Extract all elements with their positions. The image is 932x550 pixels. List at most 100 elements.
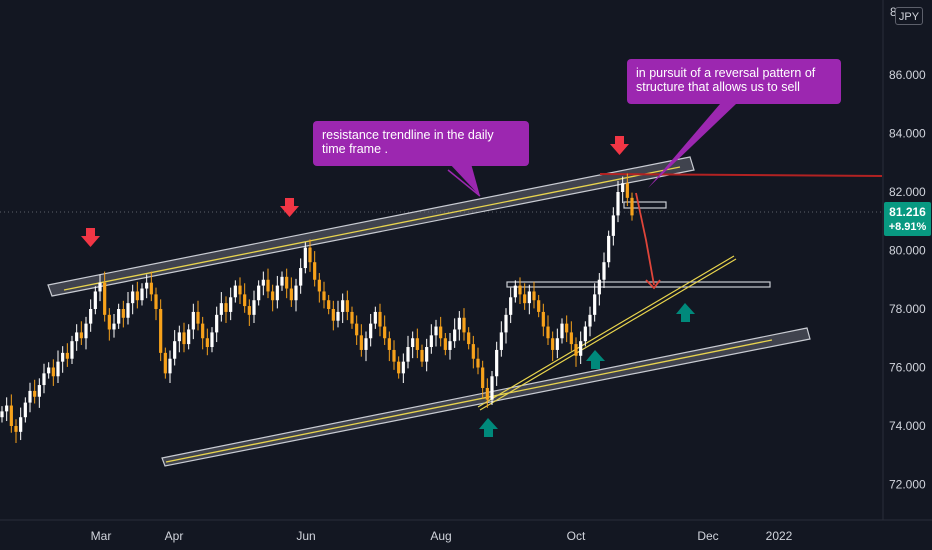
- candle-body: [588, 314, 592, 327]
- support-zone-box[interactable]: [506, 281, 771, 288]
- candle-body: [84, 323, 88, 339]
- candle-body: [126, 303, 130, 318]
- candle-body: [70, 341, 74, 359]
- candle-body: [56, 361, 60, 377]
- price-tick-label: 84.000: [889, 127, 926, 141]
- sell-arrow[interactable]: [81, 228, 100, 247]
- candle-body: [37, 385, 41, 397]
- candle-body: [140, 288, 144, 301]
- candle-body: [583, 326, 587, 342]
- candle-body: [457, 317, 461, 330]
- annotation-resistance[interactable]: resistance trendline in the daily time f…: [313, 121, 529, 166]
- candle-body: [341, 300, 345, 312]
- candle-body: [0, 411, 4, 418]
- candle-body: [579, 341, 583, 356]
- buy-arrow[interactable]: [479, 418, 498, 437]
- resistance-level-line[interactable]: [599, 173, 883, 177]
- candle-body: [238, 285, 242, 295]
- candle-body: [411, 338, 415, 348]
- candle-body: [443, 338, 447, 350]
- price-axis[interactable]: 86.000 84.000 82.000 80.000 78.000 76.000 74.0…: [889, 68, 926, 492]
- candle-body: [257, 285, 261, 301]
- candle-body: [448, 341, 452, 350]
- candle-body: [135, 291, 139, 301]
- candle-body: [14, 426, 18, 432]
- candle-body: [266, 279, 270, 292]
- upper-channel-band[interactable]: [47, 156, 695, 297]
- candle-body: [401, 361, 405, 374]
- candle-body: [285, 276, 289, 289]
- candle-body: [42, 373, 46, 386]
- candle-body: [75, 332, 79, 342]
- projection-path[interactable]: [635, 192, 655, 286]
- candle-body: [490, 376, 494, 400]
- candle-body: [224, 303, 228, 312]
- candle-body: [607, 235, 611, 263]
- candle-body: [537, 300, 541, 312]
- candle-body: [434, 326, 438, 336]
- price-tick-label: 78.000: [889, 302, 926, 316]
- candle-body: [569, 332, 573, 345]
- annotation-tail-2: [648, 104, 736, 188]
- candle-body: [317, 279, 321, 292]
- candle-body: [187, 329, 191, 345]
- candle-body: [168, 358, 172, 374]
- candle-body: [303, 247, 307, 269]
- small-zone-box[interactable]: [623, 201, 667, 209]
- candle-body: [345, 300, 349, 312]
- candle-body: [182, 332, 186, 345]
- candle-body: [560, 323, 564, 339]
- candle-body: [322, 291, 326, 301]
- candle-body: [387, 338, 391, 350]
- price-tick-label: 76.000: [889, 361, 926, 375]
- candle-body: [294, 285, 298, 301]
- sell-arrow[interactable]: [280, 198, 299, 217]
- candle-body: [462, 317, 466, 333]
- candle-body: [47, 367, 51, 374]
- currency-label[interactable]: JPY: [895, 7, 923, 25]
- candle-body: [261, 279, 265, 286]
- buy-arrow[interactable]: [586, 350, 605, 369]
- candle-body: [481, 367, 485, 388]
- annotation-tail-1: [448, 160, 480, 196]
- candle-body: [163, 352, 167, 374]
- candle-body: [392, 349, 396, 362]
- rising-trendline[interactable]: [477, 255, 737, 411]
- candle-body: [89, 309, 93, 324]
- candle-body: [523, 294, 527, 304]
- candle-body: [327, 300, 331, 309]
- candle-body: [308, 247, 312, 263]
- candle-body: [210, 332, 214, 348]
- annotation-reversal[interactable]: in pursuit of a reversal pattern of stru…: [627, 59, 841, 104]
- candle-body: [467, 332, 471, 345]
- sell-arrow[interactable]: [610, 136, 629, 155]
- time-tick-label: Mar: [91, 529, 112, 543]
- price-axis-top-partial: 8: [890, 5, 897, 19]
- candle-body: [429, 335, 433, 348]
- candle-body: [145, 282, 149, 289]
- candle-body: [546, 326, 550, 339]
- candle-body: [154, 294, 158, 309]
- candle-body: [149, 282, 153, 295]
- candle-body: [397, 361, 401, 374]
- candle-body: [420, 349, 424, 362]
- candle-body: [471, 344, 475, 359]
- candle-body: [406, 347, 410, 362]
- candle-body: [9, 405, 13, 426]
- candle-body: [205, 338, 209, 348]
- candle-body: [625, 183, 629, 198]
- candle-body: [159, 309, 163, 353]
- candle-body: [355, 323, 359, 336]
- candles-group: [0, 173, 634, 443]
- time-tick-label: Oct: [567, 529, 586, 543]
- candle-body: [275, 285, 279, 301]
- price-badge-price: 81.216: [889, 205, 926, 219]
- candle-body: [229, 297, 233, 312]
- candle-body: [247, 306, 251, 315]
- candle-body: [219, 303, 223, 315]
- buy-arrow[interactable]: [676, 303, 695, 322]
- candle-body: [117, 309, 121, 324]
- candle-body: [476, 358, 480, 368]
- candle-body: [383, 326, 387, 339]
- time-axis[interactable]: Mar Apr Jun Aug Oct Dec 2022: [91, 529, 793, 543]
